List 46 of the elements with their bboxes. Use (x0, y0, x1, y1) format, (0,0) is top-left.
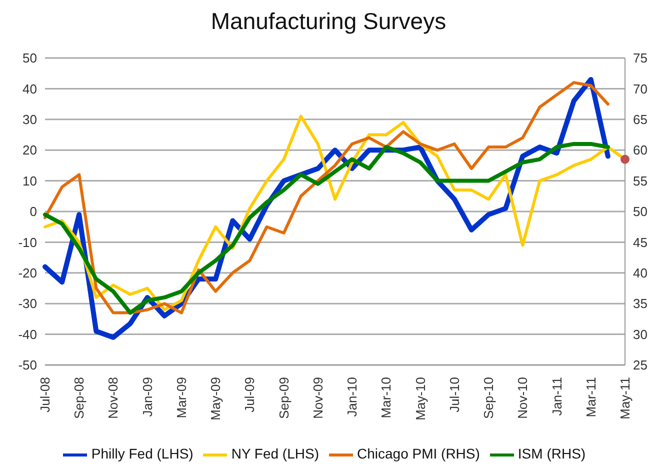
x-tick-label: Jan-10 (344, 377, 360, 417)
x-tick-label: Mar-10 (378, 377, 394, 418)
x-tick-label: May-10 (412, 377, 428, 420)
x-tick-label: Sep-08 (72, 377, 87, 419)
y2-tick-label: 75 (633, 50, 648, 66)
y-tick-label: -10 (18, 234, 37, 250)
x-tick-label: Jul-09 (242, 377, 258, 412)
y2-tick-label: 40 (633, 266, 648, 281)
y-tick-label: 20 (22, 142, 37, 158)
y2-tick-label: 45 (633, 234, 648, 250)
y2-tick-label: 60 (633, 142, 648, 158)
y2-tick-label: 55 (633, 173, 648, 188)
x-tick-label: Jul-10 (446, 377, 462, 412)
y2-tick-label: 25 (633, 358, 648, 373)
x-tick-label: Nov-09 (310, 377, 326, 419)
x-tick-label: Sep-10 (481, 377, 496, 419)
chart-title: Manufacturing Surveys (210, 8, 448, 35)
line-series (43, 142, 610, 315)
y-tick-label: 10 (22, 173, 37, 188)
y-tick-label: 40 (22, 81, 37, 96)
y-tick-label: -50 (18, 358, 37, 373)
x-tick-label: Nov-10 (515, 377, 530, 419)
y2-tick-label: 65 (633, 112, 648, 128)
x-tick-label: Jan-11 (549, 377, 564, 416)
y2-tick-label: 70 (633, 81, 648, 96)
y-tick-label: 50 (22, 50, 37, 66)
x-tick-label: May-11 (618, 377, 632, 420)
legend-label: NY Fed (LHS) (231, 446, 319, 462)
legend-label: ISM (RHS) (518, 446, 586, 462)
y2-tick-label: 50 (633, 204, 648, 220)
x-tick-label: Nov-08 (106, 377, 121, 419)
y2-tick-label: 35 (633, 296, 648, 312)
y-tick-label: -40 (18, 326, 37, 342)
y-tick-label: -20 (18, 266, 37, 281)
legend-label: Philly Fed (LHS) (91, 446, 194, 462)
x-tick-label: Sep-09 (276, 377, 292, 419)
x-tick-label: May-09 (208, 377, 224, 420)
y2-tick-label: 30 (633, 326, 648, 342)
x-tick-label: Mar-11 (583, 377, 598, 418)
y-tick-label: 30 (22, 112, 37, 128)
x-tick-label: Jan-09 (140, 377, 155, 417)
x-tick-label: Mar-09 (174, 377, 189, 418)
y-tick-label: -30 (18, 296, 37, 312)
legend-label: Chicago PMI (RHS) (357, 446, 480, 462)
y-tick-label: 0 (30, 204, 37, 220)
x-tick-label: Jul-08 (38, 377, 52, 412)
